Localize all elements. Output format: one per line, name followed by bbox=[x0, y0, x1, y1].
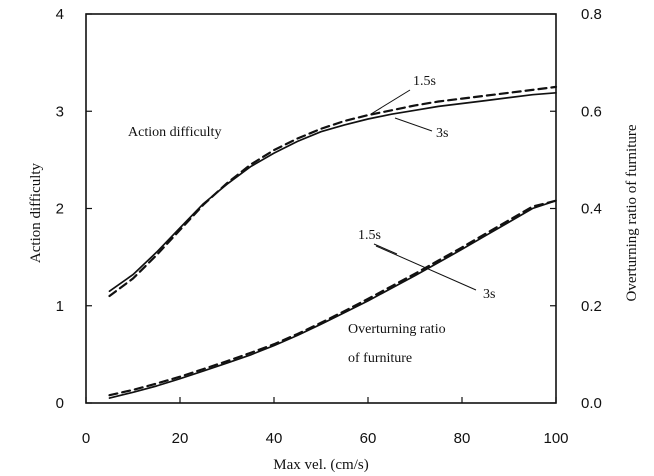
plot-frame bbox=[85, 13, 557, 404]
y-axis-label: Action difficulty bbox=[28, 162, 44, 263]
y2-tick-label: 0.8 bbox=[581, 6, 602, 23]
y2-tick-label: 0.2 bbox=[581, 298, 602, 315]
annotation-action-difficulty: Action difficulty bbox=[128, 125, 221, 140]
y2-tick-label: 0.6 bbox=[581, 103, 602, 120]
leader-upper-15s bbox=[370, 89, 411, 115]
series-line-action-solid bbox=[108, 91, 557, 293]
leader-lower-15s bbox=[373, 243, 398, 255]
x-tick-label: 100 bbox=[543, 430, 568, 447]
y2-tick-label: 0.4 bbox=[581, 201, 602, 218]
series-lines bbox=[108, 85, 558, 399]
x-tick-label: 0 bbox=[82, 430, 90, 447]
y-tick-label: 2 bbox=[56, 201, 64, 218]
annotation-lower-3s: 3s bbox=[483, 287, 495, 302]
y-tick-label: 3 bbox=[56, 103, 64, 120]
x-tick-label: 20 bbox=[172, 430, 189, 447]
x-tick-label: 40 bbox=[266, 430, 283, 447]
leader-upper-3s bbox=[394, 117, 433, 132]
series-line-action-dashed bbox=[108, 85, 558, 298]
x-tick-label: 60 bbox=[360, 430, 377, 447]
x-tick-label: 80 bbox=[454, 430, 471, 447]
annotation-overturning-ratio-line2: of furniture bbox=[348, 351, 412, 366]
y-tick-label: 0 bbox=[56, 395, 64, 412]
y2-tick-label: 0.0 bbox=[581, 395, 602, 412]
annotation-lower-1-5s: 1.5s bbox=[358, 228, 381, 243]
annotation-upper-1-5s: 1.5s bbox=[413, 74, 436, 89]
y-tick-label: 4 bbox=[56, 6, 64, 23]
annotation-upper-3s: 3s bbox=[436, 126, 448, 141]
y2-axis-label: Overturning ratio of furniture bbox=[624, 124, 640, 301]
x-axis-label: Max vel. (cm/s) bbox=[273, 457, 368, 473]
leader-lower-3s bbox=[375, 245, 477, 291]
x-ticks: 0 20 40 60 80 100 bbox=[82, 397, 569, 447]
series-line-overturning-solid bbox=[108, 199, 557, 399]
y-ticks: 0 1 2 3 4 bbox=[56, 6, 92, 412]
series-line-overturning-dashed bbox=[108, 199, 558, 397]
annotation-overturning-ratio-line1: Overturning ratio bbox=[348, 322, 446, 337]
y2-ticks: 0.0 0.2 0.4 0.6 0.8 bbox=[550, 6, 602, 412]
y-tick-label: 1 bbox=[56, 298, 64, 315]
